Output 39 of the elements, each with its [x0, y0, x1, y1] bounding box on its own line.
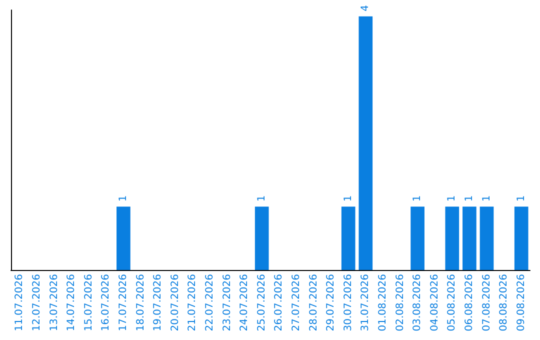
- data-label: 1: [481, 195, 492, 202]
- x-tick-label: 20.07.2026: [170, 274, 181, 332]
- data-label: 1: [446, 195, 458, 202]
- x-tick-label: 19.07.2026: [152, 274, 164, 332]
- data-label: 1: [516, 195, 527, 202]
- data-label: 1: [412, 195, 424, 202]
- data-label: 1: [342, 195, 354, 202]
- x-tick-label: 16.07.2026: [100, 274, 112, 332]
- x-tick-label: 11.07.2026: [14, 274, 26, 332]
- x-tick-label: 02.08.2026: [394, 274, 406, 332]
- x-tick-label: 29.07.2026: [326, 274, 337, 332]
- data-label: 4: [360, 4, 372, 12]
- x-tick-label: 30.07.2026: [342, 274, 354, 332]
- x-tick-label: 01.08.2026: [377, 274, 388, 332]
- x-tick-label: 12.07.2026: [31, 274, 42, 332]
- x-tick-label: 27.07.2026: [290, 274, 302, 332]
- data-label: 1: [464, 195, 475, 202]
- x-tick-label: 25.07.2026: [256, 274, 268, 332]
- x-tick-label: 13.07.2026: [48, 274, 60, 332]
- x-tick-label: 09.08.2026: [516, 274, 527, 332]
- x-tick-label: 28.07.2026: [308, 274, 320, 332]
- x-tick-label: 04.08.2026: [429, 274, 440, 332]
- x-tick-label: 08.08.2026: [498, 274, 510, 332]
- x-tick-label: 07.08.2026: [481, 274, 492, 332]
- data-label: 1: [256, 195, 268, 202]
- x-tick-label: 05.08.2026: [446, 274, 458, 332]
- x-tick-label: 18.07.2026: [135, 274, 146, 332]
- x-tick-label: 24.07.2026: [239, 274, 250, 332]
- x-tick-label: 22.07.2026: [204, 274, 216, 332]
- x-tick-label: 06.08.2026: [464, 274, 475, 332]
- x-tick-label: 21.07.2026: [187, 274, 198, 332]
- x-tick-label: 17.07.2026: [118, 274, 129, 332]
- data-label: 1: [118, 195, 129, 202]
- x-tick-label: 31.07.2026: [360, 274, 372, 332]
- x-tick-label: 03.08.2026: [412, 274, 424, 332]
- x-tick-label: 26.07.2026: [274, 274, 285, 332]
- x-tick-label: 14.07.2026: [66, 274, 78, 332]
- x-tick-label: 15.07.2026: [83, 274, 94, 332]
- x-tick-label: 23.07.2026: [222, 274, 233, 332]
